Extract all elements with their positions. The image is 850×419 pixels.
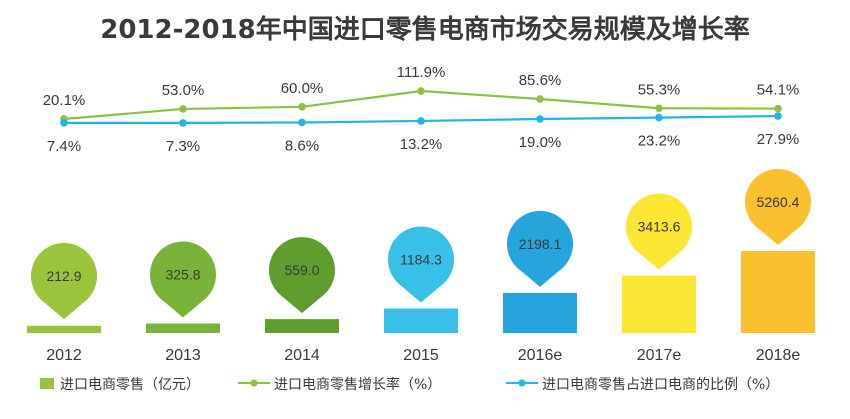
ratio-label-2017e: 23.2% [638,133,681,150]
bar-2018e [741,251,815,333]
ratio-label-2015: 13.2% [400,136,443,153]
bar-marker-2017e [626,193,692,260]
ratio-point-2015 [417,117,425,125]
legend-swatch-bar [40,378,54,389]
line-series-group: 20.1% 53.0% 60.0% 111.9% 85.6% 55.3% 54.1% 7.4%… [43,64,800,155]
growth-label-2013: 53.0% [162,82,205,99]
ratio-point-2017e [655,113,663,122]
bar-2015 [384,308,458,333]
bar-2016e [503,292,577,333]
bar-value-label-2013: 325.8 [165,266,200,282]
x-tick-label-2016e: 2016e [518,347,563,364]
legend: 进口电商零售（亿元） 进口电商零售增长率（%） 进口电商零售占进口电商的比例（%… [40,376,779,393]
ratio-label-2012: 7.4% [47,138,81,155]
legend-label-bar: 进口电商零售（亿元） [60,377,200,393]
ratio-point-2014 [298,118,306,127]
growth-label-2016e: 85.6% [519,72,562,89]
growth-point-2013 [179,105,187,113]
bar-value-label-2014: 559.0 [284,262,319,278]
bar-series-group: 212.9 325.8 559.0 1184.3 2198.1 3413.6 5260.4 [27,169,815,333]
growth-point-2017e [655,104,663,113]
x-axis: 2012 2013 2014 2015 2016e 2017e 2018e [46,347,800,364]
growth-label-2012: 20.1% [43,92,86,109]
bar-2012 [27,325,101,333]
chart-title: 2012-2018年中国进口零售电商市场交易规模及增长率 [100,14,750,45]
ratio-point-2013 [179,119,187,127]
bar-marker-2018e [745,169,811,235]
bar-value-label-2018e: 5260.4 [757,194,800,210]
bar-marker-2013 [150,241,216,308]
growth-label-2018e: 54.1% [757,82,800,99]
growth-point-2016e [536,95,544,103]
bar-2014 [265,319,339,333]
bar-value-label-2012: 212.9 [46,268,81,284]
growth-point-2014 [298,103,306,111]
x-tick-label-2017e: 2017e [637,347,682,364]
ratio-label-2016e: 19.0% [519,134,562,151]
growth-point-2018e [774,104,782,113]
legend-swatch-growth-marker [250,379,258,387]
x-tick-label-2012: 2012 [46,347,82,364]
ratio-point-2018e [774,112,782,120]
bar-value-label-2016e: 2198.1 [519,236,562,252]
legend-swatch-ratio-marker [518,379,526,387]
ratio-label-2014: 8.6% [285,137,319,154]
x-tick-label-2013: 2013 [165,347,201,364]
bar-marker-2012 [31,243,97,309]
bar-value-label-2015: 1184.3 [400,251,442,267]
ratio-label-2018e: 27.9% [757,131,800,148]
growth-label-2017e: 55.3% [638,81,681,98]
bar-marker-2016e [507,210,573,277]
growth-label-2015: 111.9% [397,64,446,81]
bar-marker-2014 [269,237,335,304]
x-tick-label-2014: 2014 [284,347,320,364]
ratio-label-2013: 7.3% [166,138,200,155]
bar-2013 [146,323,220,333]
bar-marker-2015 [388,226,454,293]
bar-value-label-2017e: 3413.6 [638,219,681,235]
x-tick-label-2015: 2015 [403,347,439,364]
ratio-point-2012 [60,119,68,127]
growth-point-2015 [417,87,425,95]
x-tick-label-2018e: 2018e [756,347,801,364]
ratio-point-2016e [536,115,544,123]
bar-2017e [622,275,696,333]
legend-label-growth: 进口电商零售增长率（%） [274,376,441,393]
legend-label-ratio: 进口电商零售占进口电商的比例（%） [542,377,779,393]
growth-label-2014: 60.0% [281,80,324,97]
